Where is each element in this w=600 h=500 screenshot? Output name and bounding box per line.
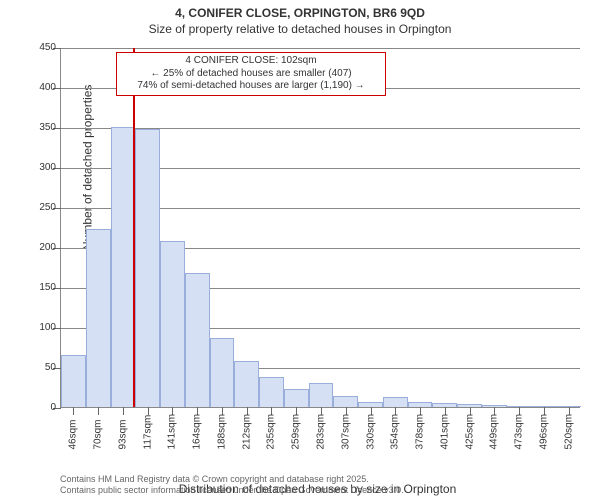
- y-tick-label: 450: [26, 42, 56, 53]
- x-tick-label: 330sqm: [365, 426, 376, 450]
- grid-line: [61, 48, 580, 49]
- x-tick-label: 93sqm: [117, 426, 128, 450]
- histogram-bar: [284, 389, 309, 407]
- y-tick-label: 350: [26, 122, 56, 133]
- footer-attribution: Contains HM Land Registry data © Crown c…: [60, 474, 404, 497]
- x-tick-label: 235sqm: [266, 426, 277, 450]
- x-tick-label: 283sqm: [316, 426, 327, 450]
- x-tick-label: 307sqm: [340, 426, 351, 450]
- histogram-bar: [210, 338, 235, 407]
- x-tick-label: 259sqm: [291, 426, 302, 450]
- x-tick: [123, 407, 124, 415]
- histogram-bar: [333, 396, 358, 407]
- histogram-bar: [160, 241, 185, 407]
- x-tick-label: 401sqm: [439, 426, 450, 450]
- x-tick-label: 496sqm: [538, 426, 549, 450]
- x-tick-label: 70sqm: [93, 426, 104, 450]
- x-tick-label: 354sqm: [390, 426, 401, 450]
- y-tick-label: 200: [26, 242, 56, 253]
- x-tick-label: 46sqm: [68, 426, 79, 450]
- y-tick-label: 400: [26, 82, 56, 93]
- histogram-bar: [383, 397, 408, 407]
- histogram-bar: [86, 229, 111, 407]
- y-tick-label: 50: [26, 362, 56, 373]
- x-tick-label: 212sqm: [241, 426, 252, 450]
- x-tick: [98, 407, 99, 415]
- histogram-bar: [185, 273, 210, 407]
- x-tick-label: 520sqm: [563, 426, 574, 450]
- histogram-bar: [259, 377, 284, 407]
- x-tick-label: 473sqm: [514, 426, 525, 450]
- x-tick-label: 141sqm: [167, 426, 178, 450]
- histogram-bar: [234, 361, 259, 407]
- property-marker-line: [133, 48, 135, 407]
- y-tick-label: 100: [26, 322, 56, 333]
- footer-line1: Contains HM Land Registry data © Crown c…: [60, 474, 404, 485]
- y-tick-label: 0: [26, 402, 56, 413]
- page-subtitle: Size of property relative to detached ho…: [0, 22, 600, 36]
- callout-line1: 4 CONIFER CLOSE: 102sqm: [121, 55, 381, 68]
- x-tick-label: 164sqm: [192, 426, 203, 450]
- x-tick-label: 117sqm: [142, 426, 153, 450]
- y-tick-label: 150: [26, 282, 56, 293]
- y-tick-label: 250: [26, 202, 56, 213]
- plot-area: 05010015020025030035040045046sqm70sqm93s…: [60, 48, 580, 408]
- y-tick-label: 300: [26, 162, 56, 173]
- chart-container: Number of detached properties 0501001502…: [45, 48, 590, 438]
- callout-box: 4 CONIFER CLOSE: 102sqm ← 25% of detache…: [116, 52, 386, 96]
- x-tick-label: 378sqm: [415, 426, 426, 450]
- x-tick-label: 449sqm: [489, 426, 500, 450]
- histogram-bar: [135, 129, 160, 407]
- callout-line3: 74% of semi-detached houses are larger (…: [121, 80, 381, 93]
- x-tick-label: 188sqm: [216, 426, 227, 450]
- page-title: 4, CONIFER CLOSE, ORPINGTON, BR6 9QD: [0, 0, 600, 20]
- histogram-bar: [111, 127, 136, 407]
- histogram-bar: [309, 383, 334, 407]
- x-tick: [73, 407, 74, 415]
- footer-line2: Contains public sector information licen…: [60, 485, 404, 496]
- callout-line2: ← 25% of detached houses are smaller (40…: [121, 68, 381, 81]
- histogram-bar: [61, 355, 86, 407]
- x-tick-label: 425sqm: [464, 426, 475, 450]
